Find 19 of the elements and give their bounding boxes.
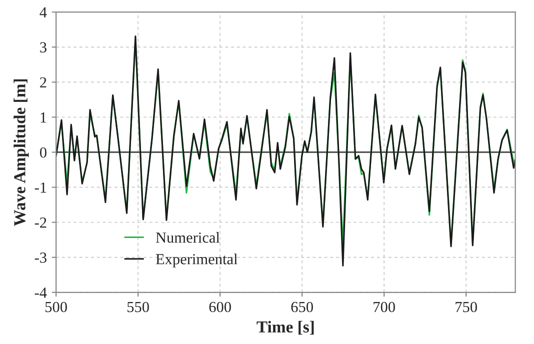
x-tick-label: 650 (291, 302, 313, 312)
y-tick-label: -3 (34, 252, 46, 263)
x-tick-label: 550 (128, 302, 149, 312)
y-tick-label: -1 (34, 182, 46, 193)
legend-label: Numerical (156, 232, 220, 243)
y-tick-label: 3 (40, 42, 46, 53)
x-tick-label: 500 (46, 302, 67, 312)
y-tick-label: 0 (40, 147, 46, 158)
y-tick-label: -2 (34, 217, 46, 228)
y-tick-label: -4 (34, 288, 47, 298)
x-tick-label: 750 (456, 302, 477, 312)
x-tick-label: 700 (374, 302, 395, 312)
legend-label: Experimental (156, 254, 238, 268)
y-axis-title: Wave Amplitude [m] (14, 79, 29, 226)
y-tick-label: 1 (40, 112, 46, 122)
x-tick-label: 600 (209, 302, 231, 312)
y-tick-label: 4 (40, 7, 47, 18)
y-tick-label: 2 (40, 77, 46, 88)
x-axis-title: Time [s] (256, 320, 314, 335)
